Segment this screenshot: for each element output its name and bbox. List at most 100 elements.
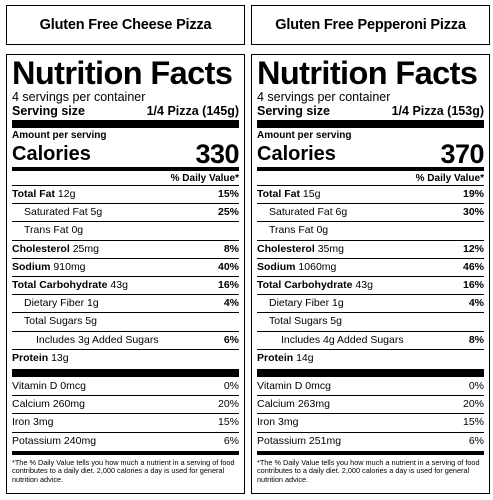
- sodium-label: Sodium: [12, 260, 51, 273]
- vitamin-d-label: Vitamin D 0mcg: [257, 380, 331, 393]
- total-sugars-label: Total Sugars 5g: [24, 315, 97, 328]
- total-fat-label: Total Fat: [12, 188, 55, 200]
- saturated-fat-label: Saturated Fat 5g: [24, 206, 103, 219]
- total-carbohydrate-pct: 16%: [462, 279, 484, 292]
- calcium-pct: 20%: [462, 398, 484, 411]
- amount-per-serving: Amount per serving: [257, 130, 352, 141]
- trans-fat-row: Trans Fat 0g: [257, 222, 484, 241]
- vitamin-d-pct: 0%: [223, 380, 239, 393]
- calories-label: Calories: [12, 143, 91, 165]
- medium-divider: [12, 450, 239, 455]
- calcium-label: Calcium 260mg: [12, 398, 85, 411]
- sodium-amount: 1060mg: [298, 260, 337, 273]
- total-sugars-label: Total Sugars 5g: [269, 315, 342, 328]
- dietary-fiber-row: Dietary Fiber 1g 4%: [257, 295, 484, 314]
- sodium-row: Sodium 1060mg 46%: [257, 259, 484, 278]
- product-title: Gluten Free Cheese Pizza: [6, 5, 245, 45]
- added-sugars-label: Includes 3g Added Sugars: [36, 333, 159, 346]
- calcium-label: Calcium 263mg: [257, 398, 330, 411]
- medium-divider: [12, 167, 239, 171]
- total-carbohydrate-label: Total Carbohydrate: [12, 279, 108, 292]
- serving-size-label: Serving size: [12, 104, 85, 118]
- dietary-fiber-label: Dietary Fiber 1g: [269, 297, 344, 310]
- saturated-fat-pct: 25%: [217, 206, 239, 219]
- serving-size-value: 1/4 Pizza (153g): [391, 104, 484, 118]
- iron-pct: 15%: [462, 416, 484, 429]
- amount-per-serving: Amount per serving: [12, 130, 107, 141]
- potassium-pct: 6%: [468, 434, 484, 447]
- calories-row: Calories 370: [257, 139, 484, 169]
- dietary-fiber-pct: 4%: [223, 297, 239, 310]
- sodium-pct: 46%: [462, 260, 484, 273]
- added-sugars-pct: 8%: [468, 333, 484, 346]
- cholesterol-row: Cholesterol 25mg 8%: [12, 241, 239, 259]
- potassium-row: Potassium 240mg 6%: [12, 433, 239, 450]
- total-carbohydrate-pct: 16%: [217, 279, 239, 292]
- sodium-row: Sodium 910mg 40%: [12, 259, 239, 278]
- total-fat-label: Total Fat: [257, 188, 300, 200]
- serving-size-row: Serving size 1/4 Pizza (153g): [257, 104, 484, 118]
- sodium-pct: 40%: [217, 260, 239, 273]
- added-sugars-label: Includes 4g Added Sugars: [281, 333, 404, 346]
- trans-fat-label: Trans Fat 0g: [269, 224, 329, 237]
- total-sugars-row: Total Sugars 5g: [12, 313, 239, 332]
- saturated-fat-label: Saturated Fat 6g: [269, 206, 348, 219]
- added-sugars-pct: 6%: [223, 333, 239, 346]
- calories-row: Calories 330: [12, 141, 239, 168]
- product-title: Gluten Free Pepperoni Pizza: [251, 5, 490, 45]
- calcium-row: Calcium 263mg 20%: [257, 396, 484, 415]
- calcium-pct: 20%: [217, 398, 239, 411]
- iron-row: Iron 3mg 15%: [257, 414, 484, 433]
- total-fat-row: Total Fat 12g 15%: [12, 186, 239, 205]
- potassium-row: Potassium 251mg 6%: [257, 433, 484, 450]
- daily-value-footnote: *The % Daily Value tells you how much a …: [257, 457, 480, 484]
- vitamin-d-label: Vitamin D 0mcg: [12, 380, 86, 393]
- dietary-fiber-pct: 4%: [468, 297, 484, 310]
- cholesterol-label: Cholesterol: [257, 242, 315, 255]
- cholesterol-label: Cholesterol: [12, 242, 70, 255]
- iron-label: Iron 3mg: [12, 416, 54, 429]
- protein-label: Protein: [257, 351, 294, 364]
- nutrition-label: Nutrition Facts 4 servings per container…: [251, 54, 490, 494]
- total-carbohydrate-row: Total Carbohydrate 43g 16%: [257, 277, 484, 296]
- daily-value-header: % Daily Value*: [257, 172, 484, 186]
- serving-size-row: Serving size 1/4 Pizza (145g): [12, 104, 239, 118]
- cholesterol-row: Cholesterol 35mg 12%: [257, 241, 484, 259]
- calories-value: 370: [440, 139, 484, 169]
- total-sugars-row: Total Sugars 5g: [257, 313, 484, 332]
- protein-amount: 14g: [296, 351, 314, 364]
- sodium-label: Sodium: [257, 260, 296, 273]
- total-fat-amount: 12g: [57, 188, 76, 200]
- daily-value-footnote: *The % Daily Value tells you how much a …: [12, 457, 235, 484]
- protein-row: Protein 14g: [257, 350, 484, 367]
- iron-label: Iron 3mg: [257, 416, 299, 429]
- nutrition-facts-heading: Nutrition Facts: [12, 55, 233, 91]
- total-fat-pct: 19%: [462, 188, 484, 200]
- servings-per-container: 4 servings per container: [12, 90, 146, 104]
- cheese-pizza-column: Gluten Free Cheese Pizza Nutrition Facts…: [6, 5, 245, 494]
- cholesterol-pct: 12%: [462, 242, 484, 255]
- saturated-fat-pct: 30%: [462, 206, 484, 219]
- servings-per-container: 4 servings per container: [257, 90, 391, 104]
- total-carbohydrate-label: Total Carbohydrate: [257, 279, 353, 292]
- added-sugars-row: Includes 3g Added Sugars 6%: [12, 332, 239, 350]
- potassium-pct: 6%: [223, 434, 239, 447]
- nutrition-facts-heading: Nutrition Facts: [257, 55, 478, 91]
- potassium-label: Potassium 251mg: [257, 434, 342, 447]
- calcium-row: Calcium 260mg 20%: [12, 396, 239, 415]
- thick-divider: [12, 120, 239, 128]
- trans-fat-row: Trans Fat 0g: [12, 222, 239, 241]
- vitamin-d-pct: 0%: [468, 380, 484, 393]
- protein-label: Protein: [12, 351, 49, 364]
- added-sugars-row: Includes 4g Added Sugars 8%: [257, 332, 484, 350]
- protein-row: Protein 13g: [12, 350, 239, 367]
- cholesterol-amount: 25mg: [72, 242, 99, 255]
- thick-divider: [12, 369, 239, 378]
- medium-divider: [257, 450, 484, 455]
- total-fat-pct: 15%: [217, 188, 239, 200]
- dietary-fiber-label: Dietary Fiber 1g: [24, 297, 99, 310]
- total-carbohydrate-amount: 43g: [110, 279, 128, 292]
- daily-value-header: % Daily Value*: [12, 172, 239, 186]
- serving-size-label: Serving size: [257, 104, 330, 118]
